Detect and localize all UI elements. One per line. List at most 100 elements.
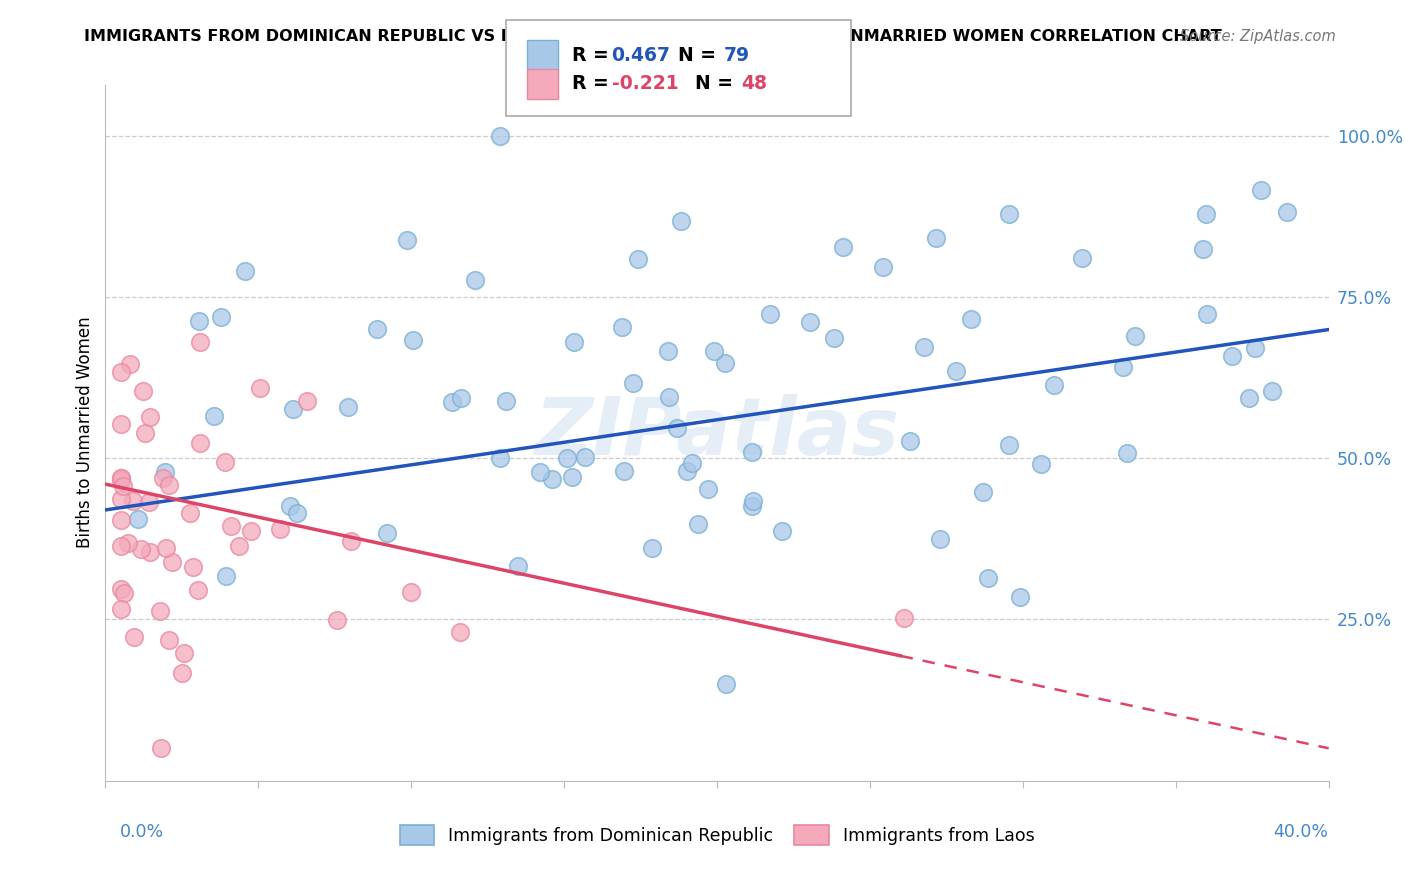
Point <box>977 571 1000 585</box>
Point <box>1237 391 1260 405</box>
Point <box>170 666 193 681</box>
Point <box>215 569 238 583</box>
Text: N =: N = <box>682 74 740 94</box>
Point <box>249 381 271 395</box>
Point <box>669 214 692 228</box>
Point <box>564 335 586 350</box>
Point <box>658 390 681 404</box>
Point <box>714 677 737 691</box>
Point <box>188 436 211 450</box>
Text: R =: R = <box>572 74 616 94</box>
Point <box>1222 349 1244 363</box>
Text: 0.0%: 0.0% <box>120 822 163 840</box>
Point <box>139 545 162 559</box>
Point <box>181 560 204 574</box>
Point <box>1261 384 1284 398</box>
Point <box>1123 329 1146 343</box>
Point <box>1043 378 1066 392</box>
Point <box>1195 207 1218 221</box>
Point <box>997 438 1019 452</box>
Point <box>281 401 304 416</box>
Point <box>1111 360 1133 375</box>
Point <box>233 264 256 278</box>
Point <box>228 539 250 553</box>
Point <box>799 315 821 329</box>
Point <box>209 310 232 324</box>
Point <box>129 542 152 557</box>
Point <box>110 513 132 527</box>
Point <box>325 613 347 627</box>
Point <box>613 464 636 478</box>
Point <box>221 519 243 533</box>
Point <box>555 450 578 465</box>
Point <box>912 340 935 354</box>
Point <box>612 320 634 334</box>
Point <box>925 231 948 245</box>
Point <box>1192 243 1215 257</box>
Point <box>157 632 180 647</box>
Text: N =: N = <box>665 45 723 65</box>
Point <box>703 344 725 359</box>
Text: 40.0%: 40.0% <box>1274 822 1329 840</box>
Point <box>160 555 183 569</box>
Point <box>1008 590 1031 604</box>
Point <box>110 473 132 487</box>
Point <box>117 535 139 549</box>
Point <box>1250 183 1272 197</box>
Point <box>893 611 915 625</box>
Point <box>399 584 422 599</box>
Point <box>214 455 236 469</box>
Point <box>280 499 302 513</box>
Point <box>488 129 510 144</box>
Point <box>657 344 679 359</box>
Point <box>202 409 225 424</box>
Point <box>898 434 921 448</box>
Point <box>713 356 735 370</box>
Point <box>366 322 388 336</box>
Point <box>149 741 172 756</box>
Point <box>124 631 146 645</box>
Point <box>152 471 174 485</box>
Point <box>621 376 644 391</box>
Y-axis label: Births to Unmarried Women: Births to Unmarried Women <box>76 317 94 549</box>
Point <box>127 512 149 526</box>
Point <box>1115 445 1137 459</box>
Point <box>1029 458 1052 472</box>
Point <box>872 260 894 274</box>
Point <box>561 469 583 483</box>
Point <box>960 311 983 326</box>
Point <box>337 400 360 414</box>
Point <box>240 524 263 538</box>
Point <box>285 506 308 520</box>
Point <box>972 484 994 499</box>
Point <box>110 365 132 379</box>
Point <box>155 465 177 479</box>
Point <box>187 314 209 328</box>
Point <box>132 384 155 399</box>
Point <box>688 516 710 531</box>
Point <box>149 605 172 619</box>
Point <box>139 410 162 425</box>
Point <box>529 465 551 479</box>
Point <box>110 471 132 485</box>
Point <box>741 499 763 513</box>
Point <box>187 583 209 598</box>
Point <box>681 456 703 470</box>
Point <box>340 534 363 549</box>
Point <box>627 252 650 266</box>
Point <box>998 207 1021 221</box>
Point <box>488 450 510 465</box>
Point <box>1195 307 1218 321</box>
Point <box>1243 341 1265 355</box>
Point <box>295 394 318 409</box>
Text: 48: 48 <box>741 74 766 94</box>
Point <box>449 625 471 640</box>
Point <box>441 395 464 409</box>
Text: 79: 79 <box>724 45 751 65</box>
Point <box>741 445 763 459</box>
Point <box>134 425 156 440</box>
Point <box>179 506 201 520</box>
Point <box>450 391 472 405</box>
Point <box>110 539 132 553</box>
Text: -0.221: -0.221 <box>612 74 678 94</box>
